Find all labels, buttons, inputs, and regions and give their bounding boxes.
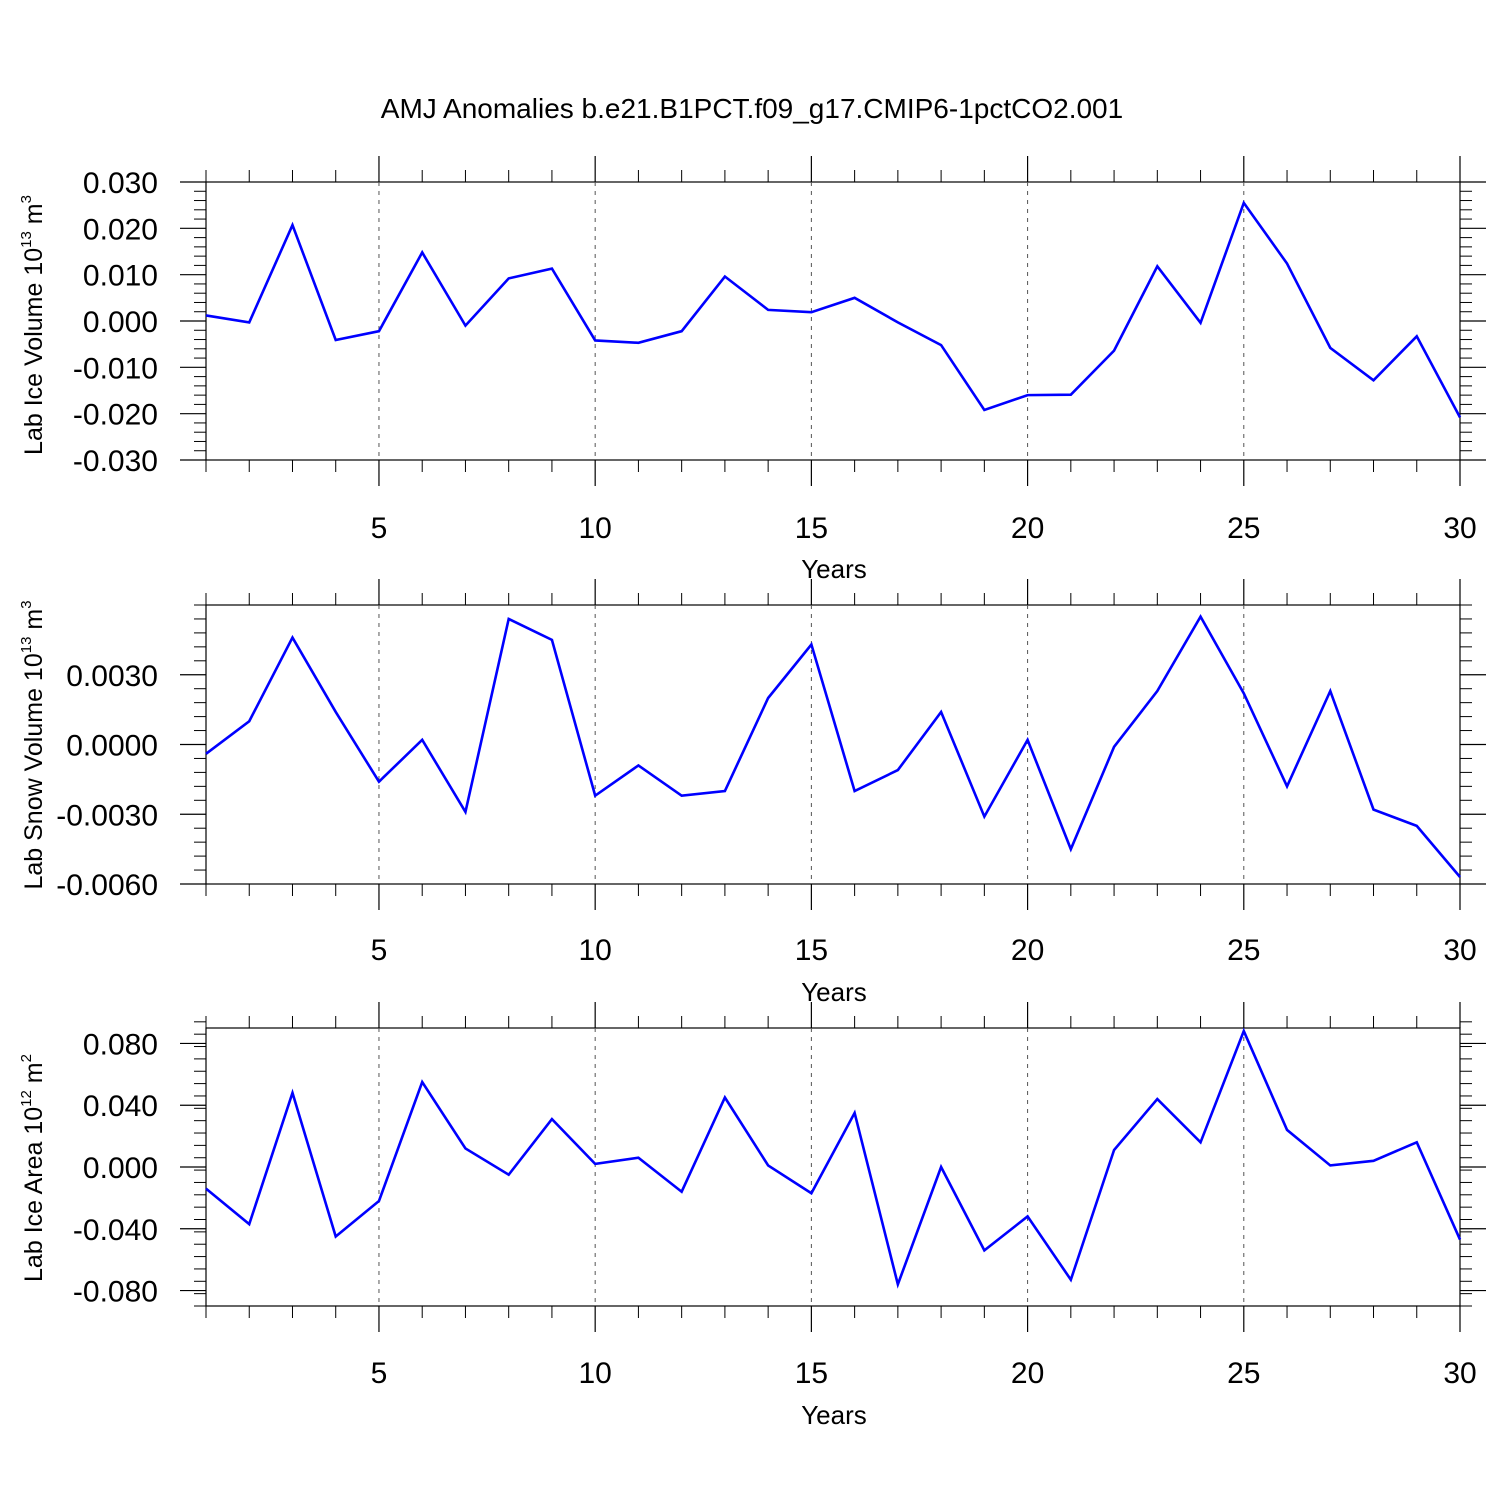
y-tick-label: -0.020 xyxy=(73,399,158,432)
x-tick-label: 25 xyxy=(1227,512,1260,545)
y-tick-label: 0.000 xyxy=(83,1152,158,1185)
plot-frame xyxy=(205,604,1461,885)
x-tick-label: 5 xyxy=(371,1357,388,1390)
x-tick-label: 15 xyxy=(795,512,828,545)
panel-3: 5 10 15 20 25 30 0.080 0.040 0.000 -0.040 -0.080 Ye… xyxy=(18,1002,1486,1430)
panel-1: 5 10 15 20 25 30 0.030 0.020 0.010 0.000 -0.010 -0.… xyxy=(18,156,1486,584)
x-tick-label: 5 xyxy=(371,934,388,967)
x-tick-label: 30 xyxy=(1443,934,1476,967)
y-tick-label: 0.080 xyxy=(83,1028,158,1061)
y-tick-label: 0.000 xyxy=(83,306,158,339)
y-tick-label: -0.0030 xyxy=(56,799,158,832)
x-axis-label: Years xyxy=(801,977,867,1007)
chart-title: AMJ Anomalies b.e21.B1PCT.f09_g17.CMIP6-… xyxy=(381,93,1123,124)
x-tick-label: 25 xyxy=(1227,1357,1260,1390)
y-tick-label: 0.040 xyxy=(83,1090,158,1123)
y-axis-label: Lab Ice Area 1012 m2 xyxy=(18,1054,48,1282)
plot-frame xyxy=(205,1027,1461,1307)
x-tick-label: 10 xyxy=(578,512,611,545)
panel-2: 5 10 15 20 25 30 0.0030 0.0000 -0.0030 -0.0060 Yea… xyxy=(18,579,1486,1007)
y-tick-label: -0.0060 xyxy=(56,869,158,902)
y-axis-label: Lab Snow Volume 1013 m3 xyxy=(18,600,48,889)
y-tick-label: 0.0000 xyxy=(66,730,158,763)
x-tick-label: 30 xyxy=(1443,512,1476,545)
y-tick-label: 0.010 xyxy=(83,260,158,293)
y-tick-label: -0.080 xyxy=(73,1276,158,1309)
x-axis-label: Years xyxy=(801,1400,867,1430)
x-tick-label: 15 xyxy=(795,1357,828,1390)
x-tick-label: 20 xyxy=(1011,934,1044,967)
data-series-line xyxy=(205,200,1462,418)
x-tick-label: 5 xyxy=(371,512,388,545)
y-tick-label: -0.030 xyxy=(73,445,158,478)
x-tick-label: 15 xyxy=(795,934,828,967)
x-tick-label: 10 xyxy=(578,1357,611,1390)
data-series-line xyxy=(205,614,1461,878)
x-tick-label: 10 xyxy=(578,934,611,967)
x-axis-label: Years xyxy=(801,554,867,584)
y-tick-label: 0.020 xyxy=(83,213,158,246)
chart-panels: 5 10 15 20 25 30 0.030 0.020 0.010 0.000 -0.010 -0.… xyxy=(18,156,1486,1430)
data-series-line xyxy=(205,1027,1462,1289)
y-tick-label: -0.010 xyxy=(73,352,158,385)
y-tick-label: 0.0030 xyxy=(66,660,158,693)
x-tick-label: 20 xyxy=(1011,1357,1044,1390)
x-tick-label: 20 xyxy=(1011,512,1044,545)
x-tick-label: 30 xyxy=(1443,1357,1476,1390)
x-tick-label: 25 xyxy=(1227,934,1260,967)
y-tick-label: -0.040 xyxy=(73,1214,158,1247)
y-axis-label: Lab Ice Volume 1013 m3 xyxy=(18,195,48,455)
plot-frame xyxy=(205,181,1461,461)
y-tick-label: 0.030 xyxy=(83,167,158,200)
